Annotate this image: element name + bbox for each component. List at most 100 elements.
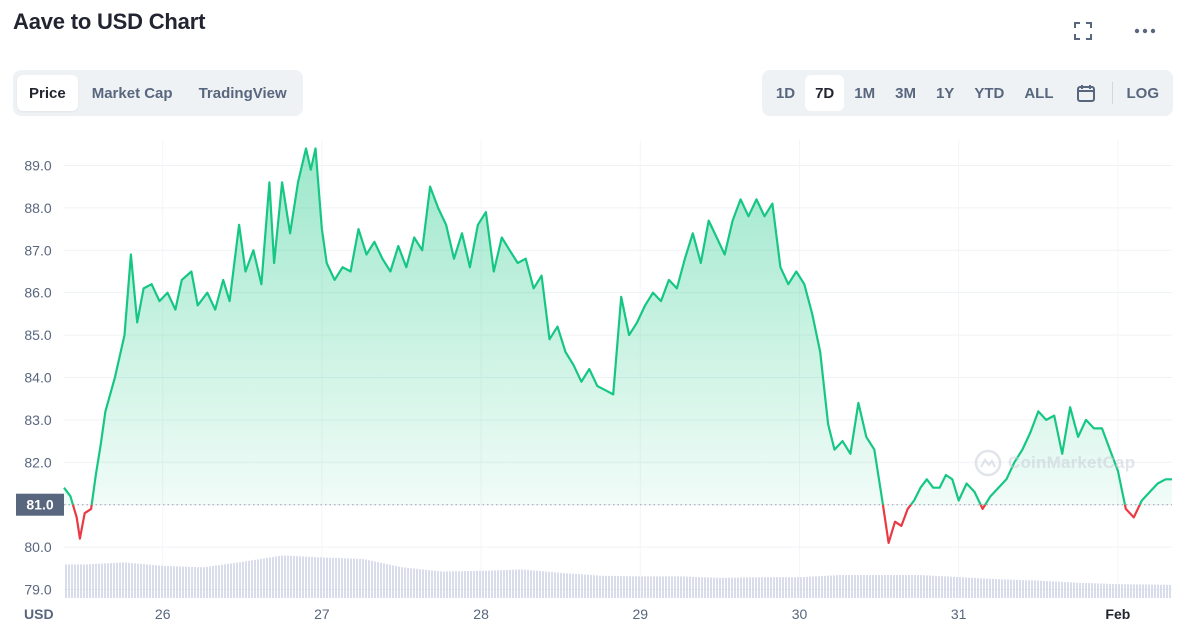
volume-bar [662, 576, 664, 598]
volume-bar [1010, 579, 1012, 598]
volume-bar [677, 576, 679, 598]
volume-bar [398, 566, 400, 598]
volume-bar [494, 570, 496, 598]
range-all[interactable]: ALL [1024, 84, 1054, 102]
volume-bar [875, 575, 877, 598]
y-tick-label: 80.0 [24, 539, 51, 555]
volume-bar [191, 566, 193, 598]
volume-bar [395, 565, 397, 598]
volume-bar [614, 575, 616, 598]
volume-bar [812, 576, 814, 598]
volume-bar [1124, 584, 1126, 598]
tab-market-cap[interactable]: Market Cap [91, 84, 173, 102]
range-3m[interactable]: 3M [895, 84, 916, 102]
volume-bar [1016, 579, 1018, 598]
volume-bar [1064, 582, 1066, 598]
volume-bar [896, 575, 898, 598]
volume-bar [737, 577, 739, 598]
volume-bar [557, 572, 559, 598]
y-tick-label: 84.0 [24, 369, 51, 385]
fullscreen-icon [1074, 22, 1092, 40]
volume-bar [101, 563, 103, 598]
volume-bar [209, 566, 211, 598]
volume-bar [1007, 579, 1009, 598]
volume-bar [215, 565, 217, 598]
volume-bar [206, 566, 208, 598]
volume-bar [230, 563, 232, 598]
volume-bar [536, 570, 538, 598]
volume-bar [866, 575, 868, 598]
volume-bar [578, 574, 580, 598]
reference-badge [16, 493, 64, 516]
range-ytd[interactable]: YTD [974, 84, 1005, 102]
date-picker-button[interactable] [1064, 75, 1108, 111]
volume-bar [698, 577, 700, 598]
price-chart[interactable]: 79.0 80.0 82.0 83.0 84.0 85.0 86.0 87.0 88.0 89.0… [0, 120, 1184, 630]
volume-bar [431, 570, 433, 598]
volume-bar [728, 577, 730, 598]
volume-bar [242, 561, 244, 598]
y-tick-label: 86.0 [24, 285, 51, 301]
volume-bar [281, 555, 283, 598]
volume-bar [827, 575, 829, 598]
volume-bar [410, 568, 412, 598]
volume-bar [965, 577, 967, 598]
volume-bar [722, 577, 724, 598]
volume-bar [911, 575, 913, 598]
calendar-icon [1076, 85, 1095, 102]
volume-bar [761, 577, 763, 598]
range-1y[interactable]: 1Y [935, 84, 955, 102]
range-1d[interactable]: 1D [775, 84, 796, 102]
volume-bar [257, 559, 259, 598]
volume-bar [854, 575, 856, 598]
volume-bar [152, 564, 154, 598]
volume-bar [1046, 581, 1048, 598]
volume-bar [518, 569, 520, 598]
volume-bar [338, 558, 340, 598]
volume-bar [116, 562, 118, 598]
volume-bar [1163, 584, 1165, 598]
volume-bar [314, 557, 316, 598]
volume-bar [953, 576, 955, 598]
tab-tradingview[interactable]: TradingView [198, 84, 287, 102]
volume-bar [377, 562, 379, 598]
volume-bar [851, 575, 853, 598]
x-tick-label: 30 [792, 606, 808, 622]
volume-bar [749, 577, 751, 598]
volume-bar [71, 564, 73, 598]
volume-bar [491, 570, 493, 598]
volume-bar [932, 575, 934, 598]
volume-bar [830, 575, 832, 598]
volume-bar [446, 571, 448, 598]
range-1m[interactable]: 1M [854, 84, 876, 102]
volume-bar [143, 564, 145, 598]
y-tick-label: 82.0 [24, 454, 51, 470]
more-options-button[interactable] [1132, 18, 1158, 44]
range-7d[interactable]: 7D [805, 75, 845, 111]
volume-bar [299, 556, 301, 598]
volume-bar [947, 576, 949, 598]
volume-bar [986, 578, 988, 598]
volume-bar [695, 576, 697, 598]
volume-bar [566, 573, 568, 598]
volume-bar [341, 558, 343, 598]
volume-bar [962, 577, 964, 598]
volume-bar [593, 575, 595, 598]
volume-bar [233, 563, 235, 598]
fullscreen-button[interactable] [1070, 18, 1096, 44]
y-tick-label: 83.0 [24, 412, 51, 428]
volume-bar [560, 572, 562, 598]
volume-bar [539, 571, 541, 598]
volume-bar [569, 573, 571, 598]
volume-bar [878, 575, 880, 598]
volume-bar [1106, 583, 1108, 598]
volume-bar [1073, 582, 1075, 598]
volume-bar [1085, 583, 1087, 598]
volume-bar [1151, 584, 1153, 598]
volume-bar [848, 575, 850, 598]
volume-bar [1040, 580, 1042, 598]
log-scale-toggle[interactable]: LOG [1126, 84, 1160, 102]
volume-bar [620, 576, 622, 598]
tab-price[interactable]: Price [17, 75, 78, 111]
volume-bar [473, 570, 475, 598]
